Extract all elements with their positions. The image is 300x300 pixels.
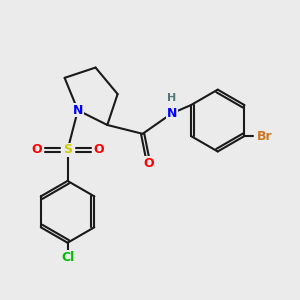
Text: N: N [167, 107, 177, 120]
Text: Br: Br [257, 130, 273, 142]
Text: O: O [93, 143, 104, 157]
Text: O: O [143, 157, 154, 170]
Text: Cl: Cl [61, 251, 74, 264]
Text: N: N [73, 104, 83, 117]
Text: H: H [167, 93, 177, 103]
Text: S: S [63, 143, 72, 157]
Text: O: O [31, 143, 42, 157]
